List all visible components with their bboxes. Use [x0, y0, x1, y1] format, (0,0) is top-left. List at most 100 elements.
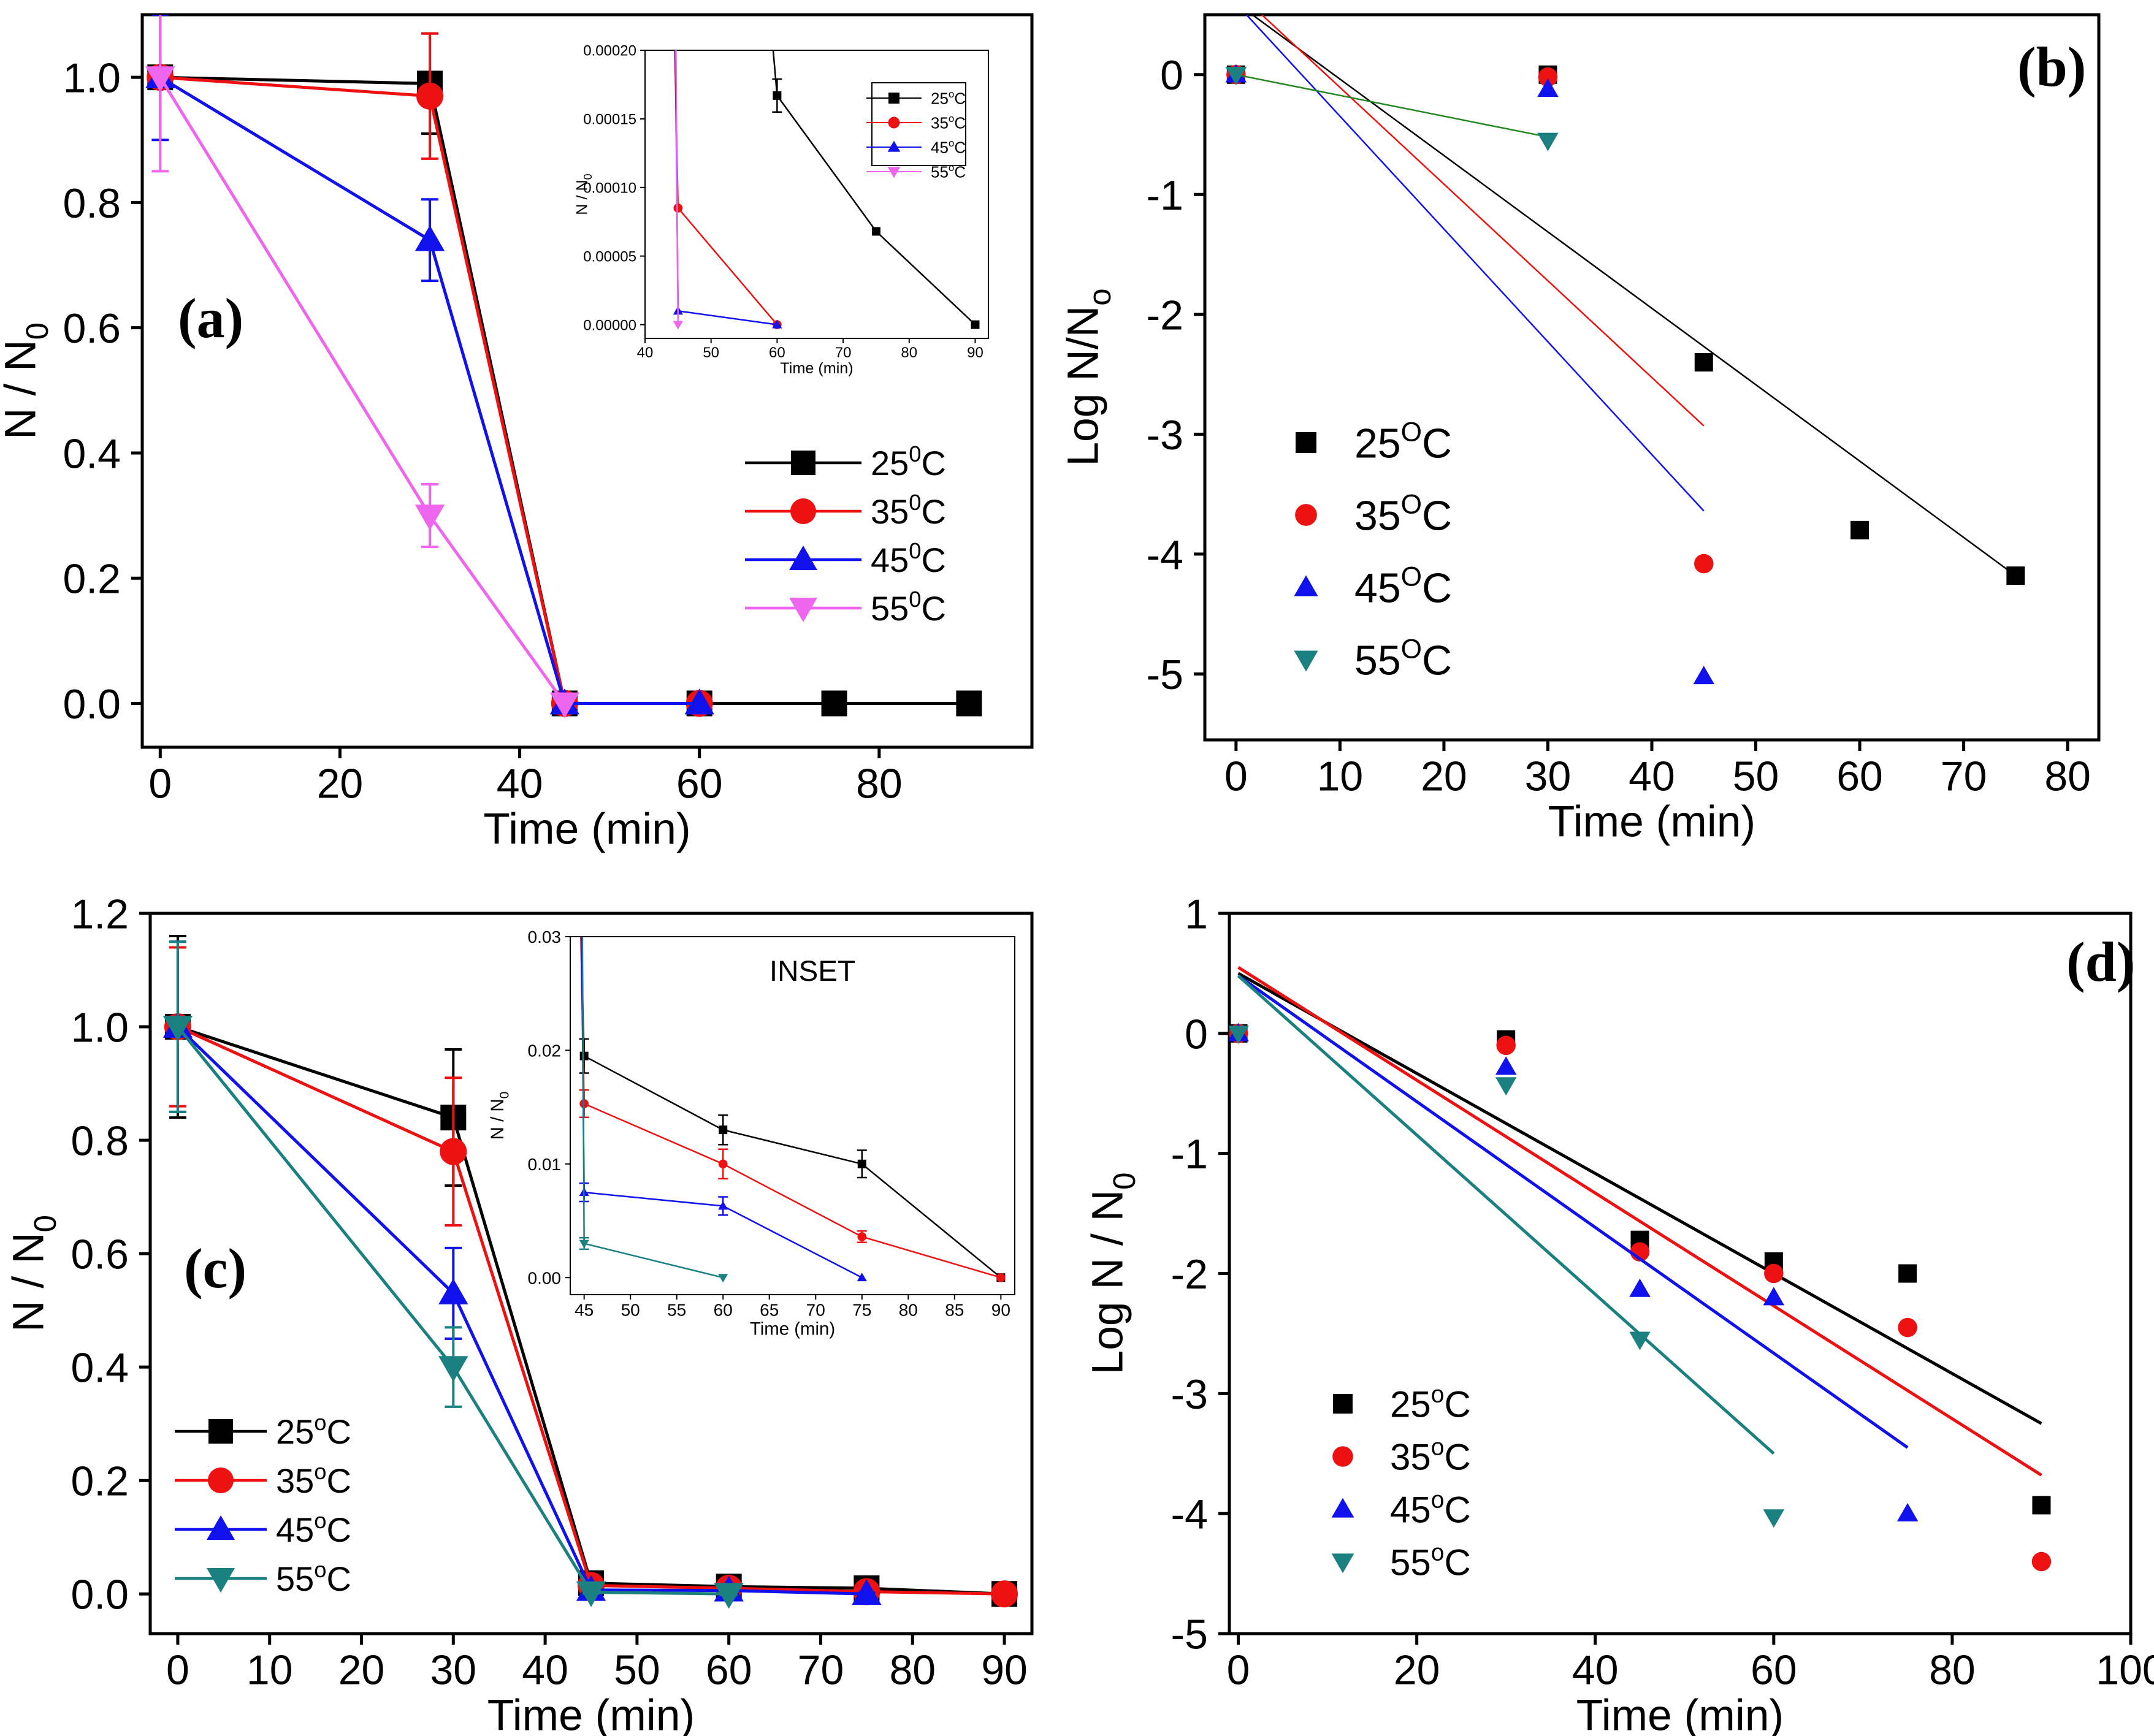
series-35c — [164, 946, 1018, 1608]
y-tick-label: 0.0 — [71, 1572, 129, 1618]
series-35c — [1226, 15, 1714, 574]
inset-background — [570, 937, 1015, 1295]
series-55c — [1225, 67, 1559, 151]
x-tick-label: 40 — [637, 345, 654, 361]
series-line — [177, 1025, 1005, 1596]
legend-label: 350C — [871, 490, 946, 531]
x-tick-label: 0 — [1227, 1647, 1250, 1694]
legend-marker — [208, 1468, 234, 1493]
x-tick-label: 0 — [148, 761, 172, 807]
data-point — [718, 1201, 728, 1210]
data-point — [1537, 78, 1559, 97]
x-tick-label: 40 — [497, 761, 543, 807]
x-tick-label: 65 — [760, 1301, 779, 1320]
x-tick-label: 80 — [889, 1647, 936, 1694]
data-point — [416, 82, 444, 110]
y-axis-label: Log N/No — [1059, 288, 1117, 466]
y-axis-label: Log N / N0 — [1083, 1173, 1142, 1375]
legend-marker — [1294, 575, 1318, 596]
legend-label: 45oC — [1390, 1487, 1471, 1531]
series-55c — [162, 940, 744, 1609]
data-point — [821, 690, 847, 717]
legend: 25oC 35oC 45oC 55oC — [1331, 1382, 1471, 1583]
series-45c — [1225, 15, 1715, 685]
x-axis-label: Time (min) — [750, 1319, 835, 1339]
inset-a: 40 50 60 70 80 90 0.00000 0.00005 0.00010 0.00015… — [574, 43, 989, 377]
y-tick-label: 0.00010 — [583, 180, 636, 196]
x-tick-label: 70 — [798, 1647, 844, 1694]
y-tick-label: 1.0 — [63, 55, 121, 102]
legend-marker — [1333, 1394, 1353, 1414]
legend-marker — [207, 1568, 235, 1593]
y-tick-label: -1 — [1147, 172, 1183, 219]
series-line — [176, 1026, 729, 1596]
y-tick-label: -3 — [1147, 412, 1183, 459]
series-line — [159, 75, 700, 706]
data-point — [1629, 1331, 1651, 1350]
legend: 25OC 35OC 45OC 55OC — [1294, 417, 1452, 683]
y-tick-label: 0.00000 — [583, 317, 636, 333]
series-line — [159, 76, 566, 704]
legend-marker — [1295, 504, 1317, 526]
legend-label: 45oC — [931, 137, 966, 156]
panel-label: (d) — [2066, 931, 2135, 993]
legend-marker — [888, 93, 899, 104]
plot-frame — [148, 912, 1034, 1635]
legend-marker — [1331, 1553, 1354, 1574]
x-tick-label: 45 — [575, 1301, 594, 1320]
legend-label: 25oC — [1390, 1382, 1471, 1425]
x-tick-label: 30 — [430, 1647, 476, 1694]
x-tick-label: 50 — [703, 345, 719, 361]
y-tick-label: 0.6 — [71, 1232, 129, 1278]
x-axis-label: Time (min) — [483, 804, 690, 853]
data-point — [673, 204, 683, 213]
fit-line — [1237, 966, 2042, 1477]
legend-label: 35oC — [931, 113, 966, 132]
y-tick-label: -4 — [1171, 1491, 1208, 1538]
inset-background — [645, 50, 988, 338]
legend-box — [871, 82, 966, 166]
fit-line — [1237, 974, 1775, 1455]
inset-title: INSET — [770, 955, 855, 988]
x-tick-label: 90 — [991, 1301, 1010, 1320]
legend-label: 55oC — [1390, 1540, 1471, 1583]
plot-frame — [1228, 912, 2133, 1635]
legend-marker — [1332, 1446, 1353, 1467]
y-tick-label: -5 — [1147, 652, 1183, 698]
x-tick-label: 0 — [166, 1647, 189, 1694]
x-tick-label: 20 — [338, 1647, 385, 1694]
y-tick-label: 0.00020 — [583, 43, 636, 59]
plot-frame — [644, 50, 989, 339]
x-tick-label: 75 — [852, 1301, 871, 1320]
y-tick-label: 0.8 — [71, 1118, 129, 1165]
data-point — [1496, 1035, 1516, 1056]
x-tick-label: 90 — [967, 345, 983, 361]
data-point — [1495, 1077, 1517, 1096]
data-point — [579, 1099, 589, 1108]
legend-label: 450C — [871, 538, 946, 579]
fit-line — [1251, 15, 2017, 577]
data-point — [438, 1356, 468, 1382]
y-tick-label: -3 — [1171, 1371, 1208, 1418]
legend-label: 550C — [871, 587, 946, 628]
series-line — [772, 50, 976, 326]
x-tick-label: 70 — [1941, 753, 1987, 800]
y-tick-label: 0.03 — [528, 927, 562, 946]
x-tick-label: 50 — [621, 1301, 640, 1320]
data-point — [1850, 520, 1869, 539]
legend-marker — [1296, 432, 1316, 453]
data-point — [1537, 132, 1559, 151]
data-point — [1898, 1317, 1917, 1338]
x-tick-label: 90 — [981, 1647, 1028, 1694]
legend-label: 55OC — [1354, 634, 1452, 683]
legend-label: 35oC — [276, 1459, 351, 1500]
legend: 25oC 35oC 45oC 55oC — [175, 1410, 351, 1598]
data-point — [773, 91, 782, 100]
data-point — [772, 319, 782, 329]
fit-line — [1237, 972, 2042, 1425]
data-point — [673, 321, 683, 330]
data-point — [684, 688, 714, 715]
legend-label: 25OC — [1354, 417, 1452, 466]
x-tick-label: 80 — [1929, 1647, 1976, 1694]
